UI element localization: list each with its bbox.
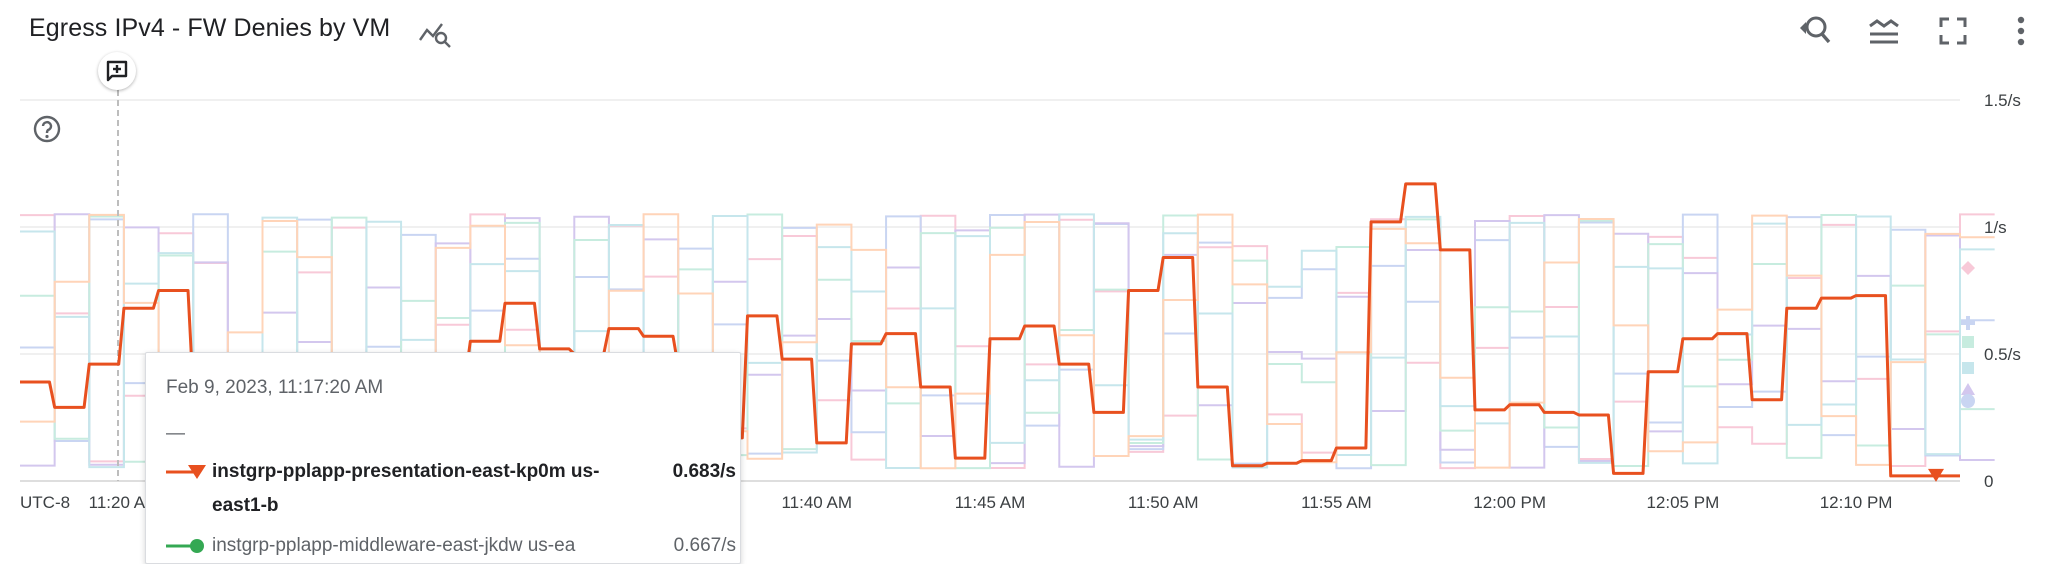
series-marker — [1961, 261, 1975, 275]
fullscreen-icon[interactable] — [1936, 14, 1970, 48]
y-tick-label: 1/s — [1984, 218, 2007, 237]
y-axis: 0 0.5/s 1/s 1.5/s — [1984, 91, 2021, 491]
tooltip-series-name: instgrp-pplapp-presentation-east-kp0m us… — [212, 461, 600, 516]
series-marker — [1961, 394, 1975, 408]
series-marker — [1961, 316, 1975, 330]
x-tick-label: 11:55 AM — [1301, 493, 1372, 512]
tooltip-date: Feb 9, 2023, 11:17:20 AM — [166, 377, 384, 398]
x-tick-label: 11:45 AM — [955, 493, 1026, 512]
x-tick-label: 11:20 AM — [89, 493, 160, 512]
x-tick-label: 12:10 PM — [1820, 493, 1893, 512]
series-marker — [1962, 336, 1974, 348]
legend-toggle-icon[interactable] — [1867, 14, 1901, 48]
background-series-line — [20, 213, 1995, 470]
x-tick-label: 11:50 AM — [1128, 493, 1199, 512]
triangle-marker-icon — [166, 465, 206, 479]
series-marker — [1962, 362, 1974, 374]
timezone-label: UTC-8 — [20, 493, 70, 512]
series-end-markers — [1928, 261, 1975, 482]
background-series-line — [20, 213, 1995, 470]
x-tick-label: 12:05 PM — [1646, 493, 1719, 512]
help-icon[interactable] — [32, 114, 62, 144]
series-marker — [1961, 383, 1975, 395]
chart-title: Egress IPv4 - FW Denies by VM — [29, 14, 391, 42]
x-tick-label: 12:00 PM — [1473, 493, 1546, 512]
hover-tooltip: Feb 9, 2023, 11:17:20 AM — instgrp-pplap… — [145, 352, 741, 564]
y-tick-label: 1.5/s — [1984, 91, 2021, 110]
tooltip-dash: — — [166, 423, 185, 444]
series-marker — [1928, 468, 1944, 482]
tooltip-series-value: 0.683/s — [672, 461, 736, 482]
zoom-reset-icon[interactable] — [1797, 14, 1831, 48]
y-tick-label: 0.5/s — [1984, 345, 2021, 364]
add-annotation-button[interactable] — [98, 52, 136, 90]
more-vert-icon[interactable] — [2004, 14, 2038, 48]
x-tick-label: 11:40 AM — [781, 493, 852, 512]
add-comment-icon — [106, 60, 128, 82]
circle-marker-icon — [166, 539, 204, 553]
tooltip-series-value: 0.667/s — [673, 535, 736, 556]
y-tick-label: 0 — [1984, 472, 1993, 491]
tooltip-series-name: instgrp-pplapp-middleware-east-jkdw us-e… — [212, 535, 576, 556]
analyze-icon[interactable] — [418, 18, 452, 48]
